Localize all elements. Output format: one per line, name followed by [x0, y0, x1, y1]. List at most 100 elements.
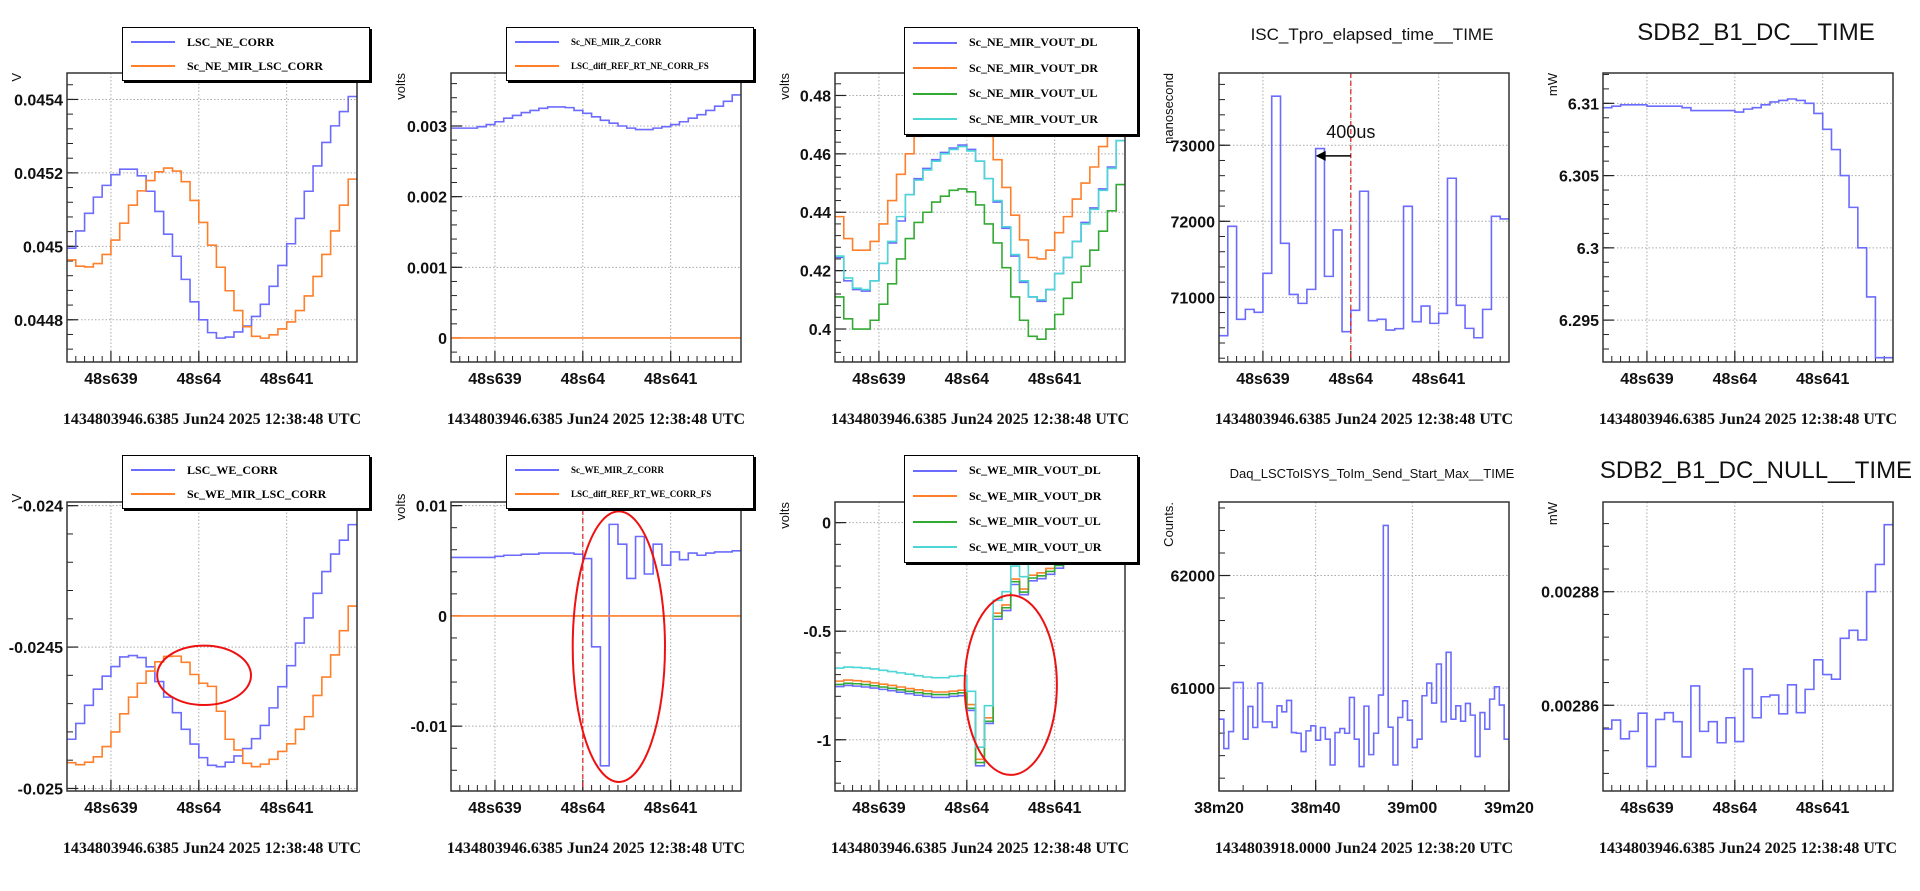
legend-label: Sc_NE_MIR_Z_CORR: [571, 37, 662, 47]
timestamp-label: 1434803946.6385 Jun24 2025 12:38:48 UTC: [831, 840, 1129, 857]
timestamp-label: 1434803946.6385 Jun24 2025 12:38:48 UTC: [447, 840, 745, 857]
x-tick-label: 39m00: [1387, 800, 1437, 817]
x-tick-label: 48s641: [1796, 371, 1849, 388]
series-group: [1603, 523, 1893, 768]
y-tick-label: 0.46: [800, 147, 831, 164]
series-group: [451, 94, 741, 339]
y-axis-label: V: [9, 493, 24, 502]
series-line-sdb2-b1-dc-null--time: [1603, 523, 1893, 768]
y-tick-label: -0.024: [18, 499, 63, 516]
chart-title: SDB2_B1_DC_NULL__TIME: [1600, 457, 1912, 484]
chart-title: SDB2_B1_DC__TIME: [1637, 19, 1874, 46]
timestamp-label: 1434803918.0000 Jun24 2025 12:38:20 UTC: [1215, 840, 1513, 857]
y-tick-label: 0.003: [407, 119, 447, 136]
chart-panel-lsc-ne-corr: 48s639 48s64 48s641 0.0448 0.045 0.0452 0.0454…: [0, 0, 384, 445]
chart-svg: 48s639 48s64 48s641 0.4 0.42 0.44 0.46 0.48 volt…: [777, 72, 1129, 428]
x-tick-label: 39m20: [1484, 800, 1534, 817]
series-line-sc-ne-mir-vout-ul: [835, 183, 1125, 341]
legend-swatch-icon: [131, 41, 175, 43]
plot-frame: [1602, 501, 1894, 792]
legend-label: Sc_WE_MIR_VOUT_UL: [969, 514, 1101, 529]
series-line-sdb2-b1-dc--time: [1603, 98, 1893, 359]
x-tick-label: 48s639: [852, 800, 905, 817]
legend-swatch-icon: [515, 493, 559, 495]
y-axis-label: Counts.: [1161, 502, 1176, 547]
y-axis-label: V: [9, 73, 24, 82]
x-tick-label: 48s641: [644, 800, 697, 817]
y-tick-label: 0: [438, 331, 447, 348]
arrow-head-icon: [1315, 150, 1326, 161]
chart-svg: 38m20 38m40 39m00 39m20 61000 62000 Counts. 143…: [1161, 466, 1534, 857]
legend-entry: Sc_NE_MIR_Z_CORR: [507, 33, 753, 51]
y-tick-label: 6.3: [1577, 241, 1599, 258]
timestamp-label: 1434803946.6385 Jun24 2025 12:38:48 UTC: [1599, 840, 1897, 857]
x-tick-label: 48s641: [1412, 371, 1465, 388]
y-tick-label: 61000: [1171, 681, 1216, 698]
x-tick-label: 48s641: [1028, 371, 1081, 388]
series-group: [451, 523, 741, 767]
y-axis-label: mW: [1545, 501, 1560, 525]
y-axis-label: mW: [1545, 72, 1560, 96]
y-axis-label: nanosecond: [1161, 73, 1176, 144]
y-tick-label: -0.01: [411, 719, 448, 736]
legend-label: Sc_NE_MIR_LSC_CORR: [187, 58, 324, 73]
chart-svg: 48s639 48s64 48s641 0.0448 0.045 0.0452 0.0454…: [9, 72, 361, 428]
legend-label: LSC_diff_REF_RT_NE_CORR_FS: [571, 61, 709, 71]
series-line-sc-ne-mir-vout-ur: [835, 139, 1125, 301]
timestamp-label: 1434803946.6385 Jun24 2025 12:38:48 UTC: [1215, 411, 1513, 428]
legend-entry: Sc_NE_MIR_VOUT_UL: [905, 85, 1137, 103]
y-tick-label: -0.0245: [9, 640, 63, 657]
y-tick-label: 0.00286: [1541, 698, 1599, 715]
series-line-sc-we-mir-vout-ul: [835, 541, 1125, 764]
series-line-daq-lsctoisys-toim-send-start-max--time: [1219, 524, 1509, 768]
y-tick-label: 0.48: [800, 88, 831, 105]
legend-entry: LSC_NE_CORR: [123, 33, 369, 51]
y-tick-label: 0.0448: [14, 313, 63, 330]
timestamp-label: 1434803946.6385 Jun24 2025 12:38:48 UTC: [63, 411, 361, 428]
x-tick-label: 48s641: [644, 371, 697, 388]
y-tick-label: 0: [438, 609, 447, 626]
x-tick-label: 48s64: [945, 371, 990, 388]
legend-swatch-icon: [913, 469, 957, 472]
chart-svg: 48s639 48s64 48s641 0.00286 0.00288 mW 1434803…: [1541, 457, 1912, 857]
x-tick-label: 48s639: [1620, 371, 1673, 388]
series-line-isc-tpro-elapsed-time--time: [1219, 95, 1509, 339]
legend-entry: LSC_WE_CORR: [123, 461, 369, 479]
y-tick-label: 0.0452: [14, 166, 63, 183]
x-tick-label: 38m40: [1291, 800, 1341, 817]
y-axis-label: volts: [777, 73, 792, 100]
highlight-ellipse: [571, 510, 666, 783]
timestamp-label: 1434803946.6385 Jun24 2025 12:38:48 UTC: [1599, 411, 1897, 428]
series-group: [1603, 98, 1893, 359]
plot-frame: [1218, 501, 1510, 792]
series-group: [67, 95, 357, 339]
chart-svg: 48s639 48s64 48s641 6.295 6.3 6.305 6.31 mW 1434…: [1545, 19, 1897, 428]
legend-entry: Sc_WE_MIR_VOUT_DL: [905, 462, 1137, 480]
series-group: [1219, 524, 1509, 768]
x-tick-label: 48s64: [561, 371, 606, 388]
chart-title: ISC_Tpro_elapsed_time__TIME: [1251, 25, 1494, 44]
legend-label: Sc_NE_MIR_VOUT_DL: [969, 35, 1098, 50]
chart-legend: Sc_WE_MIR_Z_CORR LSC_diff_REF_RT_WE_CORR_…: [506, 455, 754, 509]
highlight-ellipse: [156, 644, 253, 707]
chart-svg: 48s639 48s64 48s641 -0.01 0 0.01 volts 14348039…: [393, 493, 745, 857]
series-line-sc-we-mir-lsc-corr: [67, 605, 357, 768]
x-tick-label: 48s64: [1713, 371, 1758, 388]
legend-swatch-icon: [515, 469, 559, 471]
legend-label: Sc_NE_MIR_VOUT_UL: [969, 86, 1098, 101]
chart-title: Daq_LSCToISYS_ToIm_Send_Start_Max__TIME: [1230, 466, 1515, 481]
y-axis-label: volts: [393, 493, 408, 520]
y-tick-label: 0.045: [23, 239, 63, 256]
x-tick-label: 48s64: [1329, 371, 1374, 388]
legend-entry: Sc_WE_MIR_Z_CORR: [507, 461, 753, 479]
x-tick-label: 48s64: [177, 371, 222, 388]
timestamp-label: 1434803946.6385 Jun24 2025 12:38:48 UTC: [831, 411, 1129, 428]
legend-swatch-icon: [515, 41, 559, 43]
y-tick-label: 0.001: [407, 260, 447, 277]
x-tick-label: 48s641: [1028, 800, 1081, 817]
y-tick-label: -1: [817, 733, 831, 750]
y-tick-label: 0.00288: [1541, 585, 1599, 602]
chart-legend: Sc_WE_MIR_VOUT_DL Sc_WE_MIR_VOUT_DR Sc_WE_…: [904, 455, 1138, 563]
x-tick-label: 48s639: [852, 371, 905, 388]
x-tick-label: 48s639: [84, 371, 137, 388]
